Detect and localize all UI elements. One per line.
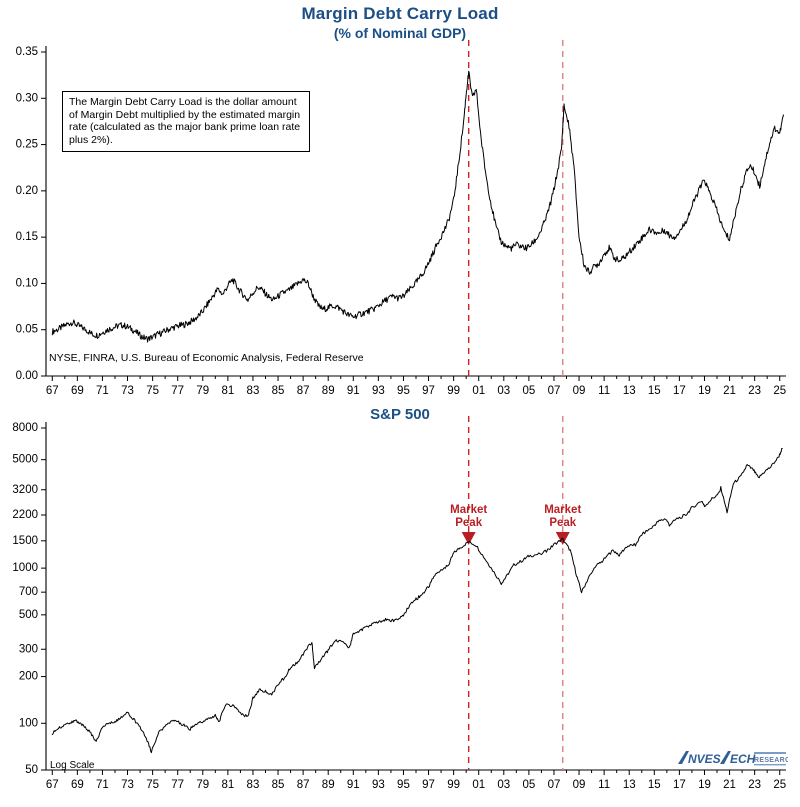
x-tick-label-0-1: 69 [71,385,84,397]
y-tick-label-0-5: 0.25 [16,139,38,151]
x-tick-label-0-28: 23 [748,385,761,397]
data-series-0 [51,70,784,343]
investech-research-logo: NVES ECH RESEARCH [678,751,788,766]
x-tick-label-0-0: 67 [46,385,59,397]
x-tick-label-1-20: 07 [548,779,561,791]
x-tick-label-0-29: 25 [773,385,786,397]
top-chart-subtitle: (% of Nominal GDP) [333,25,467,41]
y-tick-label-0-6: 0.30 [16,92,38,104]
x-tick-label-1-18: 03 [497,779,510,791]
x-tick-label-1-7: 81 [221,779,234,791]
x-tick-label-0-12: 91 [347,385,360,397]
source-attribution: NYSE, FINRA, U.S. Bureau of Economic Ana… [49,352,364,364]
x-tick-label-0-9: 85 [272,385,285,397]
svg-text:ECH: ECH [730,752,756,766]
x-tick-label-1-17: 01 [472,779,485,791]
x-tick-label-0-14: 95 [397,385,410,397]
x-tick-label-1-25: 17 [673,779,686,791]
x-tick-label-1-8: 83 [247,779,260,791]
x-tick-label-0-17: 01 [472,385,485,397]
x-tick-label-0-27: 21 [723,385,736,397]
annotation-note-box: The Margin Debt Carry Load is the dollar… [62,91,310,153]
x-tick-label-1-3: 73 [121,779,134,791]
x-tick-label-1-11: 89 [322,779,335,791]
x-tick-label-1-28: 23 [748,779,761,791]
x-tick-label-1-13: 93 [372,779,385,791]
y-tick-label-1-2: 200 [19,671,38,683]
y-tick-label-1-10: 5000 [12,454,38,466]
x-tick-label-1-2: 71 [96,779,109,791]
x-tick-label-1-15: 97 [422,779,435,791]
x-tick-label-1-19: 05 [522,779,535,791]
market-peak-label2-0: Peak [455,517,482,529]
x-tick-label-1-27: 21 [723,779,736,791]
x-tick-label-0-26: 19 [698,385,711,397]
x-tick-label-1-22: 11 [598,779,610,791]
market-peak-triangle-0 [461,532,476,545]
x-tick-label-1-0: 67 [46,779,59,791]
x-tick-label-1-16: 99 [447,779,460,791]
x-tick-label-1-4: 75 [146,779,159,791]
data-series-1 [51,448,783,754]
x-tick-label-0-4: 75 [146,385,159,397]
x-tick-label-0-10: 87 [297,385,310,397]
y-tick-label-0-2: 0.10 [16,277,38,289]
x-tick-label-1-5: 77 [171,779,184,791]
market-peak-label2-1: Peak [549,517,576,529]
x-tick-label-0-2: 71 [96,385,109,397]
x-tick-label-1-24: 15 [648,779,661,791]
x-tick-label-0-6: 79 [196,385,209,397]
y-tick-label-0-3: 0.15 [16,231,38,243]
bottom-chart-title: S&P 500 [370,406,430,423]
market-peak-label-0: Market [450,504,487,516]
x-tick-label-0-18: 03 [497,385,510,397]
market-peak-label-1: Market [544,504,581,516]
y-tick-label-1-1: 100 [19,717,38,729]
y-tick-label-1-0: 50 [25,764,38,776]
x-tick-label-0-20: 07 [548,385,561,397]
x-tick-label-0-25: 17 [673,385,686,397]
x-tick-label-0-7: 81 [221,385,234,397]
x-tick-label-1-6: 79 [196,779,209,791]
x-tick-label-1-23: 13 [623,779,636,791]
x-tick-label-1-10: 87 [297,779,310,791]
x-tick-label-0-16: 99 [447,385,460,397]
x-tick-label-1-9: 85 [272,779,285,791]
y-tick-label-0-0: 0.00 [16,370,38,382]
y-tick-label-0-1: 0.05 [16,324,38,336]
x-tick-label-0-23: 13 [623,385,636,397]
x-tick-label-0-5: 77 [171,385,184,397]
x-tick-label-1-1: 69 [71,779,84,791]
y-tick-label-1-9: 3200 [12,484,38,496]
y-tick-label-0-7: 0.35 [16,46,38,58]
y-tick-label-1-8: 2200 [12,509,38,521]
top-chart-title: Margin Debt Carry Load [301,4,499,23]
x-tick-label-0-22: 11 [598,385,610,397]
y-tick-label-1-6: 1000 [12,562,38,574]
x-tick-label-1-12: 91 [347,779,360,791]
x-tick-label-1-29: 25 [773,779,786,791]
x-tick-label-0-19: 05 [522,385,535,397]
x-tick-label-0-24: 15 [648,385,661,397]
x-tick-label-0-13: 93 [372,385,385,397]
logo-research-text: RESEARCH [754,757,788,764]
y-tick-label-1-5: 700 [19,586,38,598]
svg-text:NVES: NVES [688,752,721,766]
x-tick-label-0-8: 83 [247,385,260,397]
x-tick-label-0-21: 09 [573,385,586,397]
x-tick-label-0-3: 73 [121,385,134,397]
y-tick-label-1-11: 8000 [12,422,38,434]
x-tick-label-1-26: 19 [698,779,711,791]
y-tick-label-1-3: 300 [19,643,38,655]
y-tick-label-0-4: 0.20 [16,185,38,197]
y-tick-label-1-7: 1500 [12,535,38,547]
log-scale-label: Log Scale [50,760,95,771]
x-tick-label-0-15: 97 [422,385,435,397]
x-tick-label-1-21: 09 [573,779,586,791]
x-tick-label-1-14: 95 [397,779,410,791]
x-tick-label-0-11: 89 [322,385,335,397]
y-tick-label-1-4: 500 [19,609,38,621]
